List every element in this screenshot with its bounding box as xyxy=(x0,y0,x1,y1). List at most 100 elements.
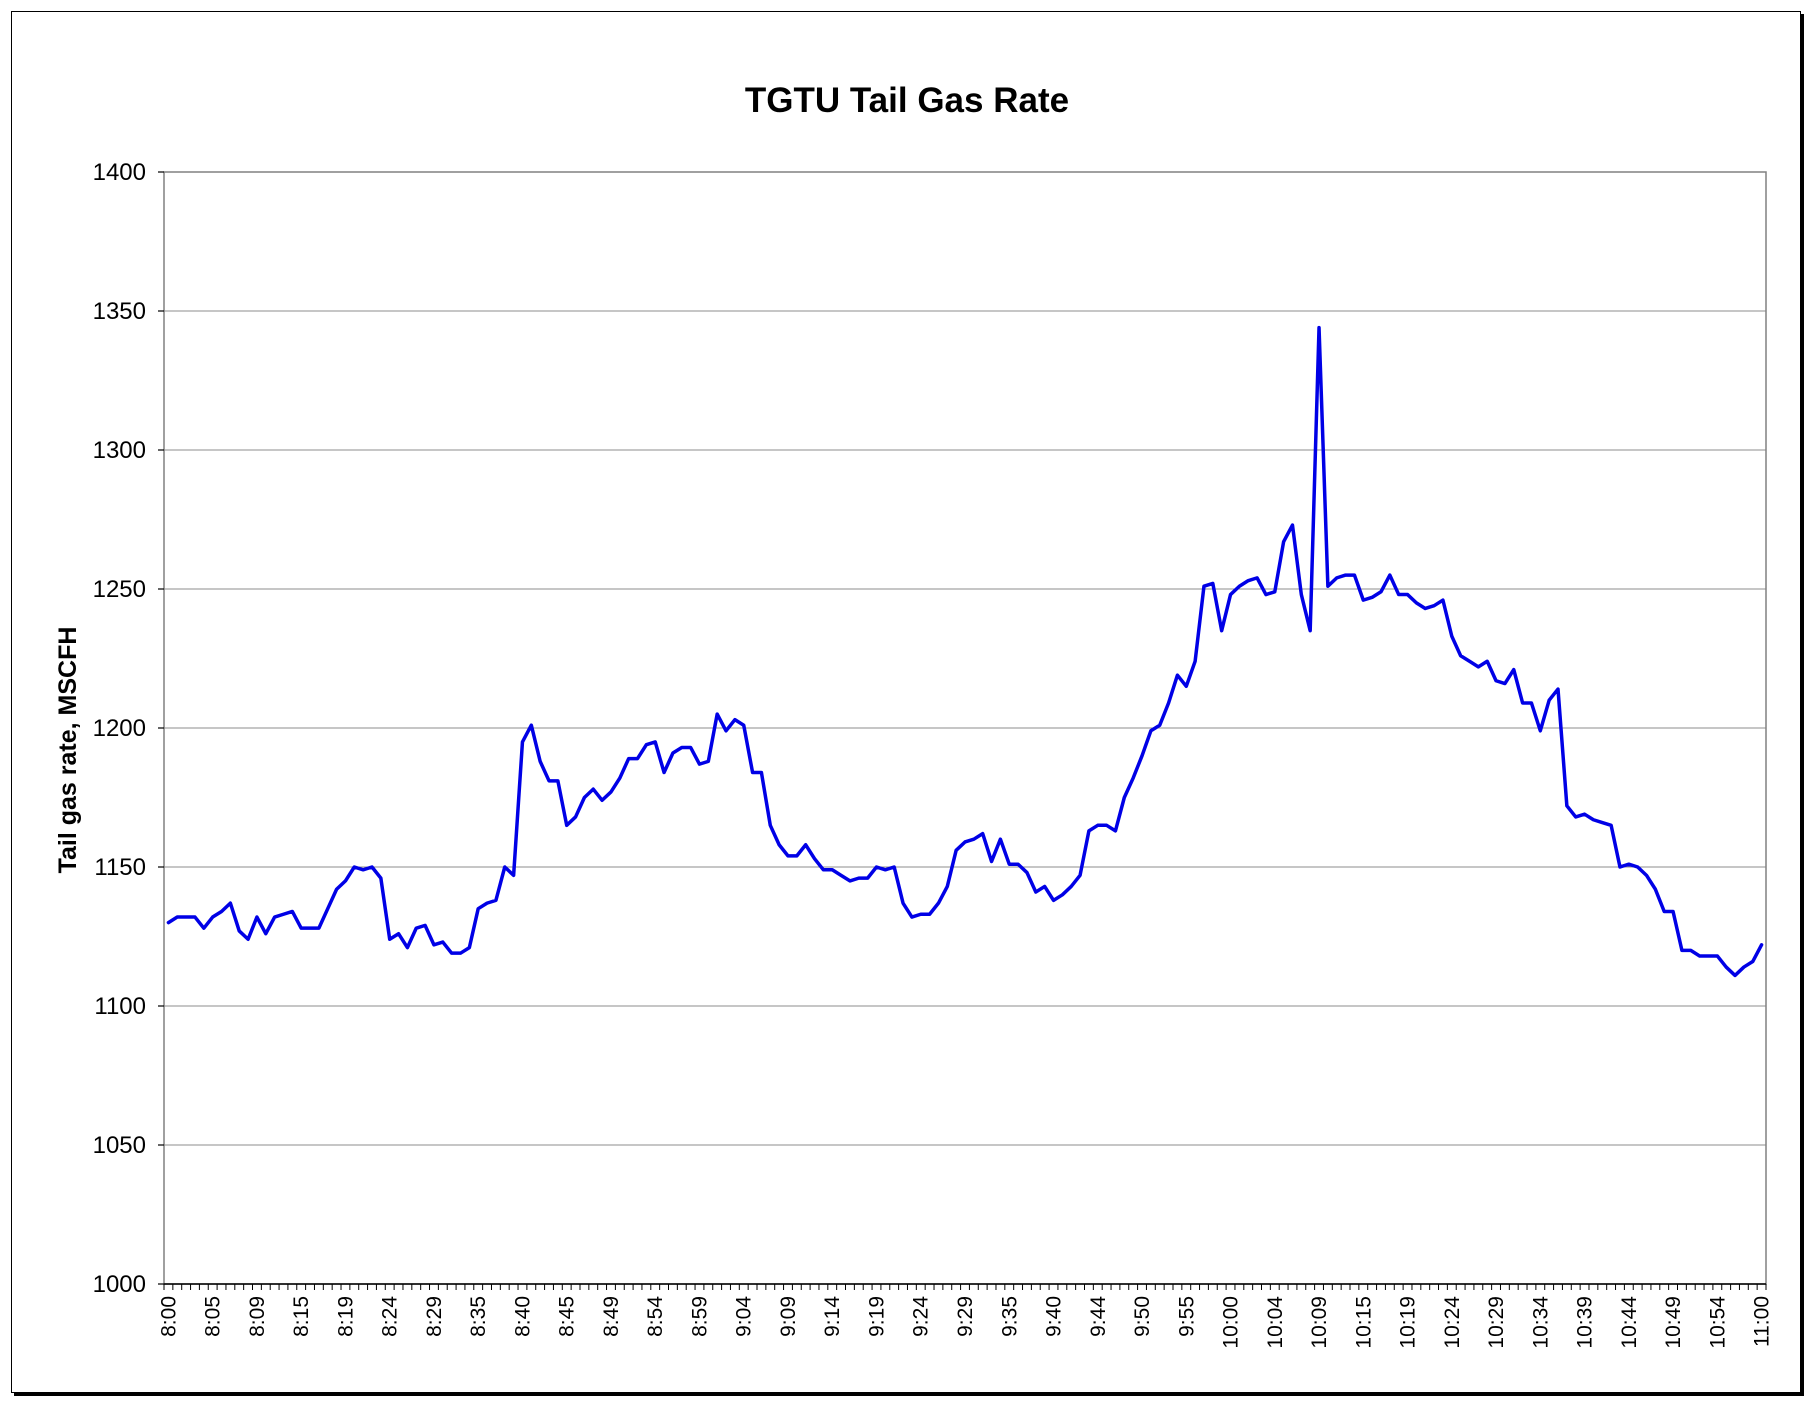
x-tick-label: 8:09 xyxy=(246,1296,269,1337)
data-point xyxy=(910,915,914,919)
data-point xyxy=(1264,593,1268,596)
x-tick-label: 11:00 xyxy=(1751,1296,1774,1347)
data-point xyxy=(769,824,772,827)
data-point xyxy=(1485,660,1489,663)
data-point xyxy=(1105,824,1108,827)
data-point xyxy=(1654,888,1657,891)
data-point xyxy=(928,913,931,916)
data-point xyxy=(220,910,223,913)
data-point xyxy=(1149,729,1153,732)
data-point xyxy=(972,838,976,841)
data-point xyxy=(459,951,462,955)
data-point xyxy=(521,740,524,744)
data-point xyxy=(707,760,710,763)
data-point xyxy=(822,868,825,871)
data-point xyxy=(1468,660,1471,663)
data-point xyxy=(875,865,878,869)
data-point xyxy=(1424,607,1427,610)
data-point xyxy=(379,876,383,880)
data-point xyxy=(547,779,551,783)
data-point xyxy=(1733,974,1737,977)
data-point xyxy=(574,815,577,819)
data-point xyxy=(1574,815,1577,819)
data-point xyxy=(733,718,737,721)
x-tick-label: 9:24 xyxy=(910,1296,933,1337)
data-point xyxy=(680,746,683,749)
data-point xyxy=(1671,910,1675,913)
data-point xyxy=(494,899,498,902)
x-tick-label: 10:49 xyxy=(1662,1296,1685,1349)
y-tick-label: 1000 xyxy=(93,1271,146,1298)
data-point xyxy=(1034,890,1038,894)
data-point xyxy=(273,915,276,919)
data-point xyxy=(441,940,445,944)
x-tick-label: 8:15 xyxy=(290,1296,313,1337)
line-chart: TGTU Tail Gas Rate Tail gas rate, MSCFH … xyxy=(54,81,1774,1349)
data-point xyxy=(1211,582,1215,585)
data-point xyxy=(662,771,666,774)
x-tick-label: 9:35 xyxy=(998,1296,1021,1337)
x-tick-label: 8:45 xyxy=(556,1296,579,1337)
data-point xyxy=(1742,965,1746,969)
y-axis: 1000 1050 1100 1150 1200 1250 1300 1350 1400 xyxy=(93,159,164,1298)
x-tick-label: 10:04 xyxy=(1264,1296,1287,1349)
data-point xyxy=(193,915,197,919)
data-point xyxy=(388,938,391,941)
x-tick-label: 8:24 xyxy=(379,1296,402,1337)
data-point xyxy=(423,924,427,927)
data-point xyxy=(1273,590,1276,593)
data-point xyxy=(1415,601,1418,605)
data-point xyxy=(1229,593,1232,596)
x-tick-label: 8:49 xyxy=(600,1296,623,1337)
x-tick-label: 9:40 xyxy=(1043,1296,1066,1337)
data-point xyxy=(777,843,781,846)
data-point xyxy=(1202,585,1206,588)
data-point xyxy=(1547,699,1551,702)
series-line xyxy=(166,325,1764,978)
data-point xyxy=(353,865,356,869)
data-point xyxy=(1052,899,1055,902)
x-tick-label: 9:44 xyxy=(1087,1296,1110,1337)
data-point xyxy=(1308,629,1312,632)
x-tick-label: 8:29 xyxy=(423,1296,446,1337)
data-point xyxy=(1176,673,1179,677)
data-point xyxy=(1751,960,1754,963)
data-point xyxy=(299,926,303,930)
data-point xyxy=(1238,585,1241,588)
x-tick-label: 9:14 xyxy=(821,1296,844,1337)
y-tick-label: 1050 xyxy=(93,1132,146,1159)
data-point xyxy=(1131,776,1135,780)
data-point xyxy=(1397,593,1400,596)
data-point xyxy=(919,913,922,916)
data-point xyxy=(609,790,613,794)
data-point xyxy=(760,771,763,774)
data-point xyxy=(751,771,754,774)
data-point xyxy=(804,843,807,846)
y-axis-title: Tail gas rate, MSCFH xyxy=(54,627,82,874)
data-point xyxy=(724,729,728,732)
data-point xyxy=(884,868,887,871)
data-point xyxy=(892,865,896,869)
data-point xyxy=(211,915,214,919)
data-point xyxy=(1317,326,1321,329)
data-point xyxy=(202,926,206,930)
data-point xyxy=(264,932,267,935)
x-tick-label: 8:05 xyxy=(202,1296,225,1337)
data-point xyxy=(176,915,179,919)
data-point xyxy=(397,932,400,935)
data-point xyxy=(671,751,675,755)
data-point xyxy=(1025,871,1029,874)
data-point xyxy=(839,874,843,877)
data-point xyxy=(1114,829,1117,833)
data-point xyxy=(742,724,745,727)
data-point xyxy=(1406,593,1409,596)
data-point xyxy=(238,929,241,933)
data-point xyxy=(1247,579,1250,582)
data-point xyxy=(468,946,471,949)
y-tick-label: 1300 xyxy=(93,437,146,464)
data-point xyxy=(689,746,692,749)
data-point xyxy=(335,888,338,891)
data-point xyxy=(857,876,860,880)
data-point xyxy=(1070,885,1073,888)
data-point xyxy=(1521,701,1524,705)
